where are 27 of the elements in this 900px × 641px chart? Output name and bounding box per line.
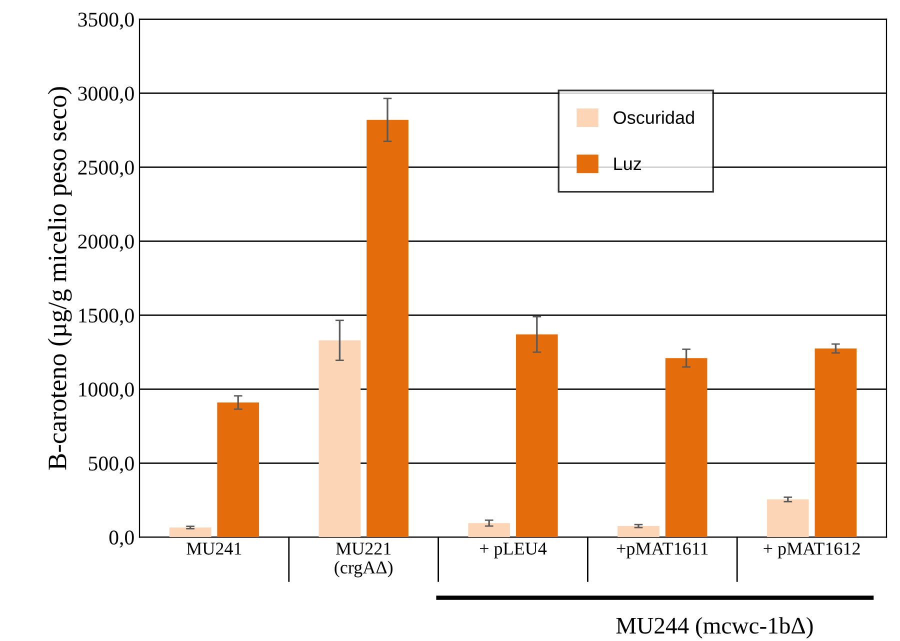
x-tick-label: + pMAT1612 (764, 542, 860, 558)
y-tick-label: 500,0 (88, 456, 134, 474)
x-tick-label: MU221 (crgAΔ) (334, 542, 393, 578)
bar (318, 340, 361, 538)
y-tick-label: 3500,0 (78, 12, 134, 30)
y-tick-label: 0,0 (109, 530, 134, 548)
bar (814, 348, 857, 538)
bar (618, 526, 660, 538)
y-tick-label: 2000,0 (78, 234, 134, 252)
bar (217, 402, 260, 538)
bar (468, 523, 510, 538)
legend-label: Oscuridad (614, 110, 694, 124)
bar (665, 358, 708, 538)
y-tick-label: 3000,0 (78, 86, 134, 104)
y-tick-label: 1500,0 (79, 308, 134, 326)
x-tick-label: +pMAT1611 (616, 542, 708, 558)
bar (516, 334, 558, 538)
bar (766, 499, 809, 538)
y-axis-title: B-caroteno (µg/g micelio peso seco) (48, 87, 72, 470)
text: MU244 (mcwc-1bΔ) (616, 617, 813, 638)
y-tick-label: 1000,0 (79, 382, 134, 400)
x-tick-label: MU241 (186, 542, 242, 555)
bar (169, 528, 212, 538)
bar (366, 120, 408, 538)
x-tick-label: + pLEU4 (480, 542, 547, 558)
legend-label: Luz (614, 158, 641, 170)
y-tick-label: 2500,0 (78, 160, 134, 178)
